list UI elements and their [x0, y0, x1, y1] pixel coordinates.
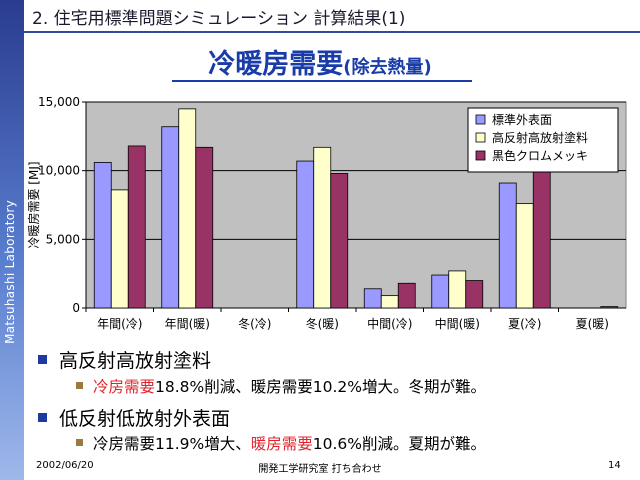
bar [93, 162, 112, 309]
bullet-2-title: 低反射低放射外表面 [59, 408, 231, 430]
legend-label: 高反射高放射塗料 [492, 130, 588, 145]
y-axis-label: 冷暖房需要 [MJ] [26, 161, 41, 248]
bullet-2-detail-part1: 冷房需要11.9%増大、 [93, 435, 251, 453]
bar [431, 274, 450, 309]
bar [178, 108, 197, 309]
main-title-underline [172, 80, 472, 82]
bar [465, 280, 484, 309]
main-title-text: 冷暖房需要 [208, 49, 344, 80]
bar [110, 189, 129, 309]
bar [296, 160, 315, 309]
footer-date: 2002/06/20 [36, 460, 94, 471]
y-tick-label: 10,000 [38, 164, 80, 178]
legend-box [467, 107, 619, 173]
sub-bullet-square-icon [76, 439, 83, 446]
bullet-square-icon [38, 413, 47, 422]
x-tick-label: 冬(暖) [306, 316, 339, 331]
bullet-1-title: 高反射高放射塗料 [59, 350, 212, 372]
bullet-2-detail-highlight: 暖房需要 [250, 435, 313, 453]
footer-center: 開発工学研究室 打ち合わせ [258, 464, 382, 475]
bar [363, 288, 382, 309]
bar-chart: 冷暖房需要 [MJ] 0 5,000 10,000 15,000 年間(冷) 年間(暖) 冬… [26, 95, 627, 331]
x-tick-label: 年間(冷) [97, 317, 142, 331]
bullet-1-detail-highlight: 冷房需要 [93, 378, 156, 396]
bar [397, 282, 416, 309]
y-tick-label: 0 [72, 301, 80, 315]
bar [448, 270, 467, 309]
x-tick-label: 中間(冷) [367, 316, 412, 331]
sidebar-band: Matsuhashi Laboratory [0, 0, 24, 480]
bullet-square-icon [38, 355, 47, 364]
bar [515, 203, 534, 309]
sidebar-lab-name: Matsuhashi Laboratory [3, 200, 17, 344]
header-divider [24, 31, 640, 33]
bar [380, 295, 399, 309]
main-title-subtext: (除去熱量) [343, 57, 432, 78]
bar [313, 146, 332, 309]
legend-label: 標準外表面 [492, 112, 552, 127]
bar [330, 173, 349, 309]
y-tick-label: 15,000 [38, 95, 80, 109]
bar [161, 126, 180, 309]
legend-swatch [475, 150, 486, 161]
main-title: 冷暖房需要(除去熱量) [0, 42, 640, 81]
x-tick-label: 夏(暖) [576, 317, 609, 331]
bullet-2-detail: 冷房需要11.9%増大、暖房需要10.6%削減。夏期が難。 [76, 432, 486, 454]
sub-bullet-square-icon [76, 382, 83, 389]
x-tick-label: 夏(冷) [508, 317, 541, 331]
bullet-1-detail: 冷房需要18.8%削減、暖房需要10.2%増大。冬期が難。 [76, 375, 486, 397]
legend-label: 黒色クロムメッキ [492, 149, 588, 163]
bullet-2-detail-part3: 10.6%削減。夏期が難。 [312, 435, 487, 453]
bar [127, 145, 146, 309]
x-tick-label: 冬(冷) [238, 316, 271, 331]
y-tick-label: 5,000 [46, 232, 80, 246]
x-tick-label: 年間(暖) [165, 317, 210, 331]
footer-page-number: 14 [608, 460, 621, 471]
bullet-1: 高反射高放射塗料 [38, 346, 211, 373]
bar [600, 306, 619, 309]
bar [498, 182, 517, 309]
legend-swatch [475, 114, 486, 125]
slide-header-title: 2. 住宅用標準問題シミュレーション 計算結果(1) [32, 9, 406, 29]
bullet-2: 低反射低放射外表面 [38, 404, 230, 431]
bullet-1-detail-rest: 18.8%削減、暖房需要10.2%増大。冬期が難。 [155, 378, 486, 396]
bar [195, 146, 214, 309]
legend-swatch [475, 132, 486, 143]
x-tick-label: 中間(暖) [435, 316, 480, 331]
bar [532, 171, 551, 309]
